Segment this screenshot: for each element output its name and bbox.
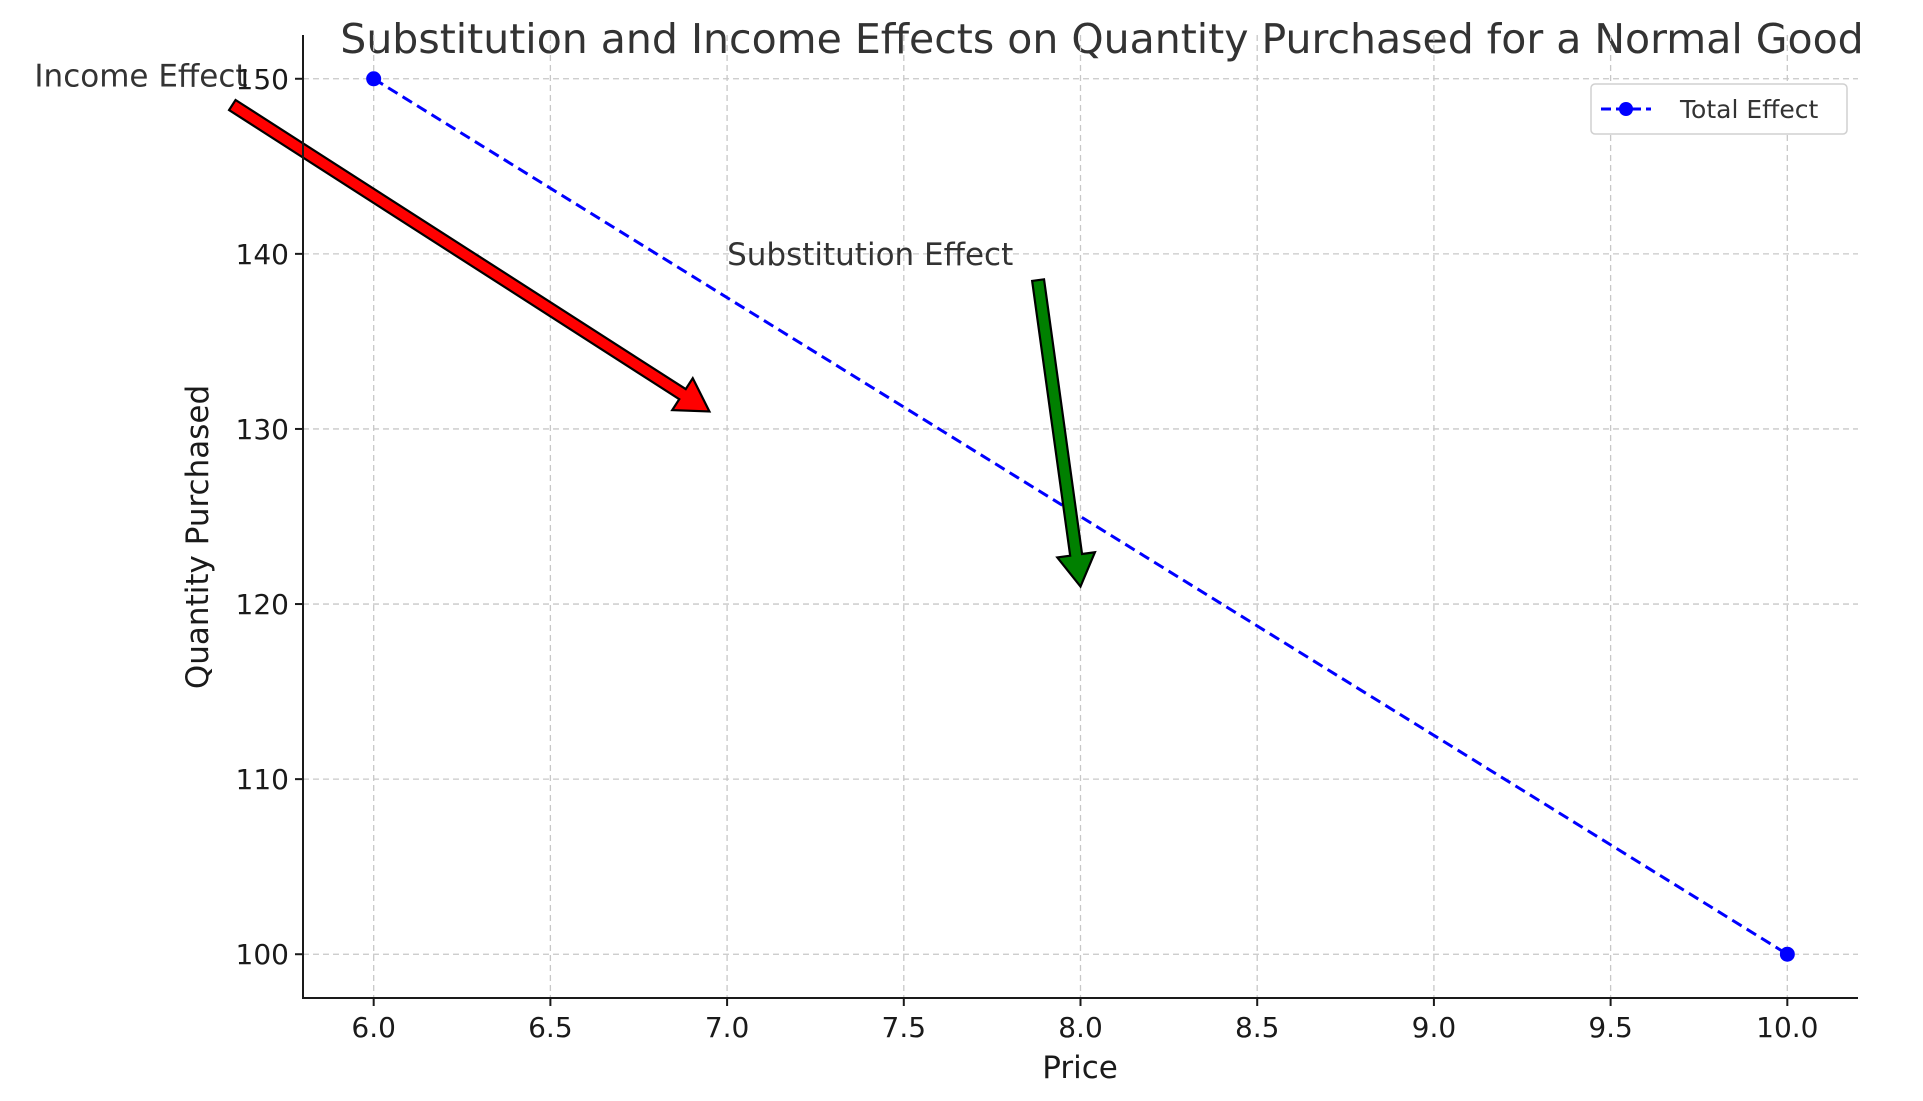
legend: Total Effect <box>1590 83 1848 135</box>
x-tick-label: 7.5 <box>882 1011 927 1044</box>
y-axis-ticks: 100 110 120 130 140 150 <box>236 63 303 971</box>
x-tick-label: 9.0 <box>1412 1011 1457 1044</box>
income-effect-arrow <box>227 98 712 413</box>
y-tick-label: 140 <box>236 238 289 271</box>
series-layer <box>366 71 1795 962</box>
x-tick-label: 10.0 <box>1756 1011 1818 1044</box>
series-line-total-effect <box>372 77 1789 956</box>
legend-marker-swatch <box>1619 102 1633 116</box>
data-point <box>1779 946 1795 962</box>
x-tick-label: 6.5 <box>528 1011 573 1044</box>
annotation-layer: Income Effect Substitution Effect <box>34 58 1097 589</box>
x-tick-label: 7.0 <box>705 1011 750 1044</box>
x-tick-label: 9.5 <box>1588 1011 1633 1044</box>
data-point <box>366 71 382 87</box>
grid-layer <box>303 35 1858 998</box>
substitution-effect-arrow <box>1030 278 1097 589</box>
x-axis-label: Price <box>1042 1050 1118 1086</box>
x-tick-label: 6.0 <box>351 1011 396 1044</box>
chart-title: Substitution and Income Effects on Quant… <box>340 15 1863 63</box>
y-tick-label: 110 <box>236 763 289 796</box>
x-tick-label: 8.5 <box>1235 1011 1280 1044</box>
x-axis-ticks: 6.0 6.5 7.0 7.5 8.0 8.5 9.0 9.5 10.0 <box>351 998 1818 1044</box>
axis-spines <box>302 35 1858 999</box>
legend-label: Total Effect <box>1679 95 1818 124</box>
x-tick-label: 8.0 <box>1058 1011 1103 1044</box>
y-tick-label: 100 <box>236 938 289 971</box>
y-axis-label: Quantity Purchased <box>180 385 216 689</box>
y-tick-label: 120 <box>236 588 289 621</box>
legend-frame <box>1590 83 1848 135</box>
substitution-effect-label: Substitution Effect <box>727 237 1013 273</box>
y-tick-label: 150 <box>236 63 289 96</box>
y-tick-label: 130 <box>236 413 289 446</box>
income-effect-label: Income Effect <box>34 58 247 94</box>
